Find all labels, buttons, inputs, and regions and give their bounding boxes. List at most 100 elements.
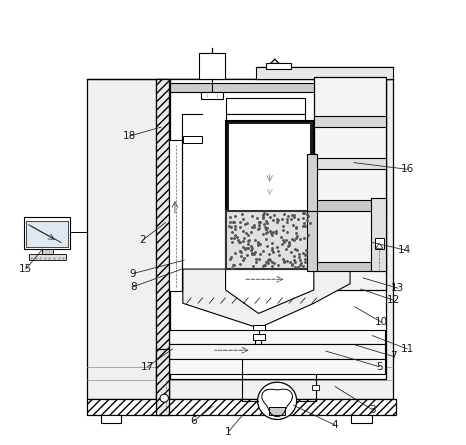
Bar [253,324,265,330]
Point [244,251,251,258]
Text: 18: 18 [123,131,137,141]
Point [260,231,267,238]
Point [294,264,302,271]
Point [288,262,295,269]
Point [293,225,300,232]
Point [283,215,290,222]
Bar [266,63,291,69]
Point [248,247,255,254]
Point [302,246,309,253]
Point [241,245,248,252]
Point [280,238,288,245]
Point [226,223,233,230]
Point [245,237,253,244]
Bar [226,98,305,114]
Point [262,218,270,225]
Point [290,256,298,263]
Point [242,230,250,237]
Point [255,218,262,226]
Text: 3: 3 [369,405,376,415]
Bar [156,79,169,399]
Point [274,244,281,251]
Text: 10: 10 [375,317,388,328]
Point [299,222,306,230]
Point [277,234,284,241]
Point [231,249,239,256]
Bar [226,114,305,121]
Bar [87,79,393,399]
Point [236,248,243,255]
Bar [307,211,317,271]
Bar [314,116,386,127]
Bar [41,249,53,255]
Bar [370,198,386,271]
Point [261,223,268,231]
Point [302,251,309,258]
Point [284,243,292,250]
Point [299,262,307,269]
Point [302,255,309,263]
Bar [26,221,68,247]
Point [263,242,270,249]
Point [237,248,244,255]
Point [293,224,300,231]
Point [239,211,246,218]
Bar [24,217,70,249]
Point [268,259,276,266]
Point [268,246,275,253]
Point [272,228,280,235]
Point [245,244,252,251]
Point [282,246,289,253]
Point [264,259,272,266]
Text: 9: 9 [130,268,137,279]
Point [230,261,237,268]
Point [303,210,310,217]
Point [266,213,274,220]
Point [227,235,235,242]
Point [228,264,235,271]
Point [279,255,287,262]
Bar [229,125,310,211]
Point [304,213,312,220]
Point [260,215,267,222]
Point [299,210,307,217]
Text: 12: 12 [387,295,400,305]
Point [247,242,255,249]
Point [248,212,255,219]
Point [250,222,257,229]
Point [274,216,282,223]
Point [262,225,269,232]
Text: 7: 7 [390,352,397,361]
Point [295,250,303,257]
Point [228,238,236,245]
Bar [101,416,122,424]
Point [251,224,258,231]
Point [244,238,252,245]
Point [303,216,311,223]
Text: 8: 8 [130,282,137,292]
Point [259,211,267,218]
Point [289,222,296,229]
Point [285,238,293,245]
Point [274,215,281,222]
Point [232,223,239,230]
Point [296,262,304,269]
Point [244,241,252,248]
Bar [269,408,285,416]
Point [280,259,288,266]
Point [263,226,270,233]
Point [301,222,308,230]
Point [274,247,281,255]
Point [239,257,247,264]
Point [255,239,262,247]
Text: 14: 14 [398,245,411,255]
Point [288,211,295,218]
Text: 17: 17 [141,362,154,372]
Point [252,255,259,262]
Point [248,245,255,252]
Bar [256,67,393,79]
Point [231,213,239,220]
Point [294,215,302,222]
Point [286,259,294,266]
Point [228,228,236,235]
